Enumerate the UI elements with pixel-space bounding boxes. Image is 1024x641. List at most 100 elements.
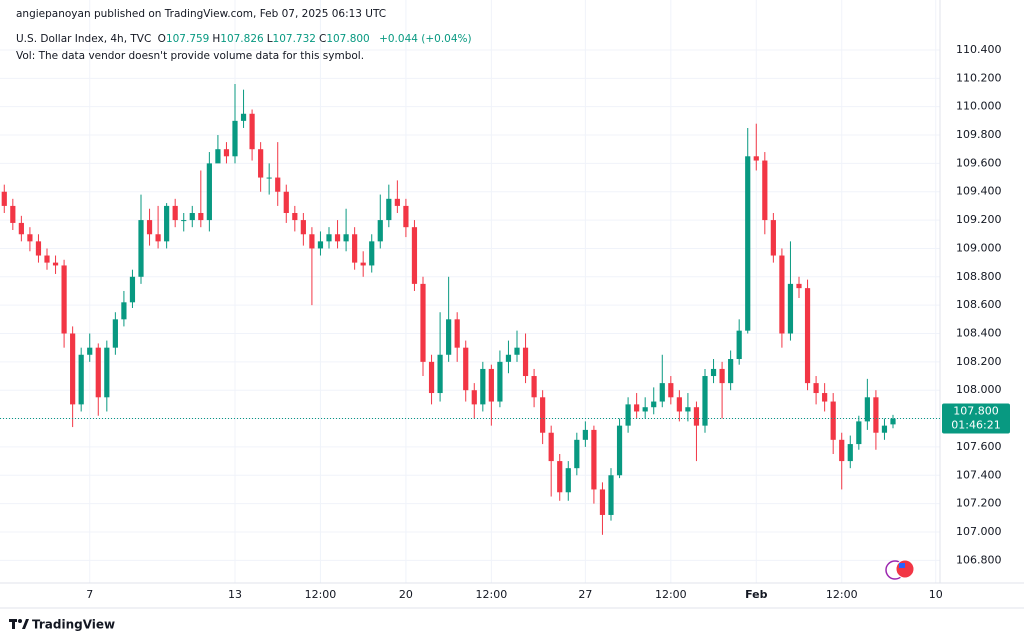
y-tick-label: 107.200 <box>956 497 1002 510</box>
y-tick-label: 107.000 <box>956 525 1002 538</box>
candle-body <box>864 397 870 422</box>
ohlc-value: 107.732 <box>272 33 316 45</box>
candle-body <box>35 241 42 256</box>
y-tick-label: 106.800 <box>956 553 1002 566</box>
price-badge-countdown: 01:46:21 <box>951 419 1000 432</box>
y-tick-label: 109.000 <box>956 241 1002 254</box>
y-tick-label: 107.600 <box>956 440 1002 453</box>
candle-body <box>497 361 503 402</box>
y-tick-label: 108.800 <box>956 270 1002 283</box>
candle-body <box>685 407 691 412</box>
candle-body <box>753 156 759 161</box>
candle-body <box>44 255 50 263</box>
y-tick-label: 108.400 <box>956 326 1002 339</box>
candle-body <box>480 368 486 405</box>
candle-body <box>215 149 221 164</box>
price-badge <box>942 403 1010 434</box>
candle-body <box>522 347 529 377</box>
candle-body <box>292 213 298 221</box>
candle-body <box>309 234 315 249</box>
candle-body <box>514 347 520 355</box>
y-tick-label: 109.600 <box>956 156 1002 169</box>
candle-body <box>625 404 631 426</box>
candle-body <box>394 198 400 206</box>
candle-body <box>411 227 418 284</box>
published-line: angiepanoyan published on TradingView.co… <box>16 8 387 20</box>
candle-body <box>574 439 580 469</box>
symbol-name: U.S. Dollar Index, 4h, TVC <box>16 33 152 45</box>
candle-body <box>334 234 341 242</box>
candle-body <box>710 368 717 377</box>
candle-body <box>719 368 725 384</box>
ohlc-value: 107.800 <box>326 33 370 45</box>
x-tick-label: 20 <box>399 588 413 601</box>
candle-body <box>676 397 682 412</box>
candle-body <box>403 205 409 228</box>
candle-body <box>770 220 776 256</box>
x-tick-label: 27 <box>578 588 592 601</box>
candle-body <box>326 234 332 242</box>
candle-body <box>87 347 93 355</box>
candle-body <box>386 198 392 221</box>
candle-body <box>352 234 358 263</box>
candle-body <box>642 407 648 412</box>
candle-body <box>189 213 195 221</box>
candle-body <box>557 461 563 493</box>
y-tick-label: 108.200 <box>956 355 1002 368</box>
volume-note: Vol: The data vendor doesn't provide vol… <box>16 50 365 62</box>
ohlc-value: 107.826 <box>220 33 264 45</box>
candle-body <box>240 113 247 121</box>
candle-body <box>198 213 204 221</box>
candle-body <box>283 191 289 213</box>
ohlc-value: 107.759 <box>165 33 210 45</box>
candle-body <box>420 283 426 362</box>
candle-body <box>599 489 606 515</box>
candle-body <box>505 354 512 362</box>
candle-body <box>531 376 537 398</box>
candle-body <box>258 149 264 178</box>
ohlc-key: C <box>318 33 327 45</box>
candle-body <box>839 439 845 462</box>
candle-body <box>454 319 460 348</box>
candle-body <box>890 418 896 425</box>
candle-body <box>70 333 76 405</box>
footer-brand: TradingView <box>32 618 115 632</box>
candle-body <box>548 432 554 462</box>
candle-body <box>317 241 324 249</box>
candle-body <box>659 383 665 402</box>
ohlc-key: L <box>266 33 273 45</box>
y-tick-label: 110.000 <box>956 100 1002 113</box>
candle-body <box>146 220 153 235</box>
candle-body <box>634 404 640 412</box>
candle-body <box>796 283 802 289</box>
ohlc-values: O107.759 H107.826 L107.732 C107.800 <box>158 33 373 45</box>
candle-body <box>172 205 178 221</box>
tradingview-logo <box>9 619 29 629</box>
x-tick-label: Feb <box>745 588 768 601</box>
candle-body <box>129 276 136 303</box>
candle-body <box>565 468 571 493</box>
candle-body <box>779 255 785 334</box>
x-tick-label: 10 <box>929 588 943 601</box>
candle-body <box>540 397 546 433</box>
candle-body <box>830 401 836 440</box>
x-tick-label: 12:00 <box>305 588 337 601</box>
candle-body <box>428 361 435 394</box>
y-tick-label: 109.200 <box>956 213 1002 226</box>
price-badge-price: 107.800 <box>953 405 999 418</box>
candle-body <box>10 205 16 223</box>
candle-body <box>181 220 187 222</box>
y-tick-label: 110.400 <box>956 43 1002 56</box>
candle-body <box>591 429 597 490</box>
candle-body <box>223 149 230 157</box>
y-tick-label: 108.600 <box>956 298 1002 311</box>
axis-layer: 106.800 107.000 107.200 107.400 107.600 107.8… <box>86 43 1010 601</box>
candle-body <box>360 262 366 266</box>
candle-body <box>847 444 853 462</box>
flag-icon <box>885 559 915 580</box>
candle-body <box>249 113 255 150</box>
ohlc-key: O <box>157 33 166 45</box>
candle-body <box>61 265 67 334</box>
